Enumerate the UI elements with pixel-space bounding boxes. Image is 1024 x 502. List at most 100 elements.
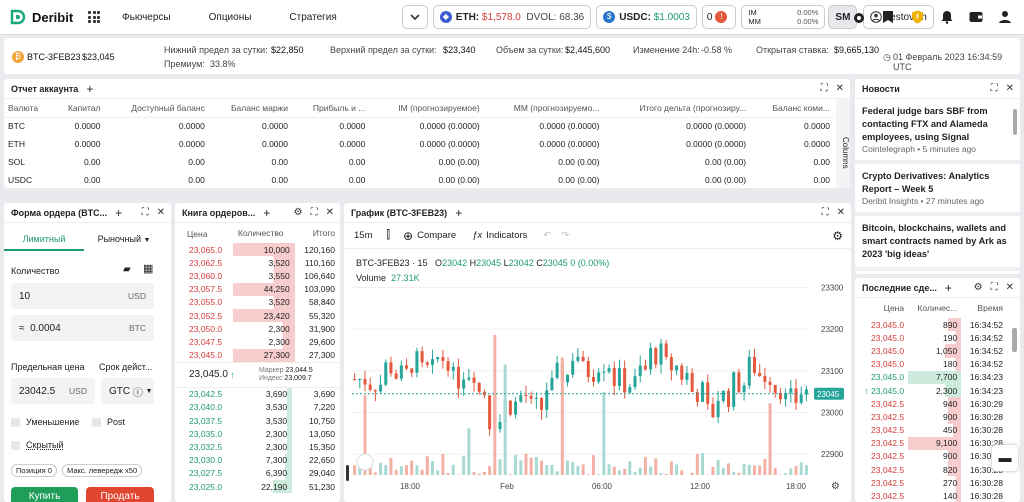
orderbook-row[interactable]: 23,060.0 3,550 106,640 xyxy=(175,269,340,283)
ob-price: 23,050.0 xyxy=(189,323,223,334)
close-icon[interactable]: ✕ xyxy=(835,83,844,94)
sm-button[interactable]: SM xyxy=(828,5,858,29)
btc-quantity-input[interactable]: ≈ 0.0004 BTC xyxy=(11,315,154,341)
account-col-header[interactable]: Валюта xyxy=(4,99,53,118)
margin-pill[interactable]: IM 0.00% MM 0.00% xyxy=(741,5,826,29)
instrument-dropdown[interactable] xyxy=(401,5,428,29)
indicators-button[interactable]: Indicators xyxy=(486,230,528,241)
orderbook-row[interactable]: 23,035.0 2,300 13,050 xyxy=(175,427,340,441)
account-col-header[interactable]: Доступный баланс xyxy=(104,99,209,118)
undo-icon[interactable]: ↶ xyxy=(543,230,552,241)
quantity-input[interactable]: 10 USD xyxy=(11,283,154,309)
candles-icon[interactable]: ⫿ xyxy=(386,229,391,241)
news-scrollbar[interactable] xyxy=(1013,109,1017,135)
redo-icon[interactable]: ↷ xyxy=(561,230,570,241)
orderbook-row[interactable]: 23,040.0 3,530 7,220 xyxy=(175,400,340,415)
orderbook-row[interactable]: 23,045.0 27,300 27,300 xyxy=(175,348,340,362)
expand-icon[interactable]: ⛶ xyxy=(990,282,998,293)
account-col-header[interactable]: Прибыль и ... xyxy=(291,99,370,118)
expand-icon[interactable]: ⛶ xyxy=(820,83,828,94)
orderbook-row[interactable]: 23,052.5 23,420 55,320 xyxy=(175,308,340,323)
ticker-instrument[interactable]: BTC-3FEB23 xyxy=(27,52,81,62)
tif-select[interactable]: GTC ⓘ ▼ xyxy=(101,378,154,404)
account-col-header[interactable]: IM (прогнозируемое) xyxy=(369,99,484,118)
add-tab-icon[interactable]: + xyxy=(944,280,952,295)
expand-icon[interactable]: ⛶ xyxy=(141,207,149,218)
orderbook-row[interactable]: 23,055.0 3,520 58,840 xyxy=(175,295,340,309)
add-tab-icon[interactable]: + xyxy=(455,205,463,220)
news-item[interactable]: Crypto Derivatives: Analytics Report – W… xyxy=(855,164,1020,216)
expand-icon[interactable]: ⛶ xyxy=(821,207,829,218)
nav-strategy[interactable]: Стратегия xyxy=(289,11,337,23)
close-icon[interactable]: ✕ xyxy=(1005,83,1014,94)
account-col-header[interactable]: Баланс коми... xyxy=(750,99,834,118)
compare-icon[interactable]: ⊕ xyxy=(403,228,414,243)
bookmark-icon[interactable] xyxy=(882,10,894,24)
post-only-checkbox[interactable]: Post xyxy=(92,417,125,428)
tab-limit[interactable]: Лимитный xyxy=(4,227,84,251)
ob-col-price[interactable]: Цена xyxy=(187,229,208,239)
compare-button[interactable]: Compare xyxy=(417,230,457,241)
account-col-header[interactable]: Капитал xyxy=(52,99,105,118)
orderbook-row[interactable]: 23,047.5 2,300 29,600 xyxy=(175,335,340,349)
sell-button[interactable]: Продать xyxy=(86,487,154,502)
close-icon[interactable]: ✕ xyxy=(325,207,334,218)
usdc-price-pill[interactable]: $ USDC: $1.0003 xyxy=(596,5,697,29)
shield-warning-icon[interactable] xyxy=(911,10,924,24)
settings-gear-icon[interactable]: ⚙ xyxy=(973,282,983,293)
trades-scrollbar[interactable] xyxy=(1012,328,1017,352)
calculator-icon[interactable]: ▦ xyxy=(143,263,154,275)
orderbook-row[interactable]: 23,050.0 2,300 31,900 xyxy=(175,322,340,336)
orderbook-row[interactable]: 23,032.5 2,300 15,350 xyxy=(175,440,340,454)
reduce-only-checkbox[interactable]: Уменьшение xyxy=(11,417,79,428)
orderbook-row[interactable]: 23,065.0 10,000 120,160 xyxy=(175,243,340,257)
orderbook-row[interactable]: 23,062.5 3,520 110,160 xyxy=(175,256,340,270)
eth-price-pill[interactable]: ◆ ETH: $1,578.0 DVOL: 68.36 xyxy=(432,5,592,29)
expand-icon[interactable]: ⛶ xyxy=(990,83,998,94)
chat-button[interactable]: ▬ xyxy=(992,445,1018,471)
bell-icon[interactable] xyxy=(941,10,953,24)
nav-futures[interactable]: Фьючерсы xyxy=(122,11,171,23)
apps-grid-icon[interactable] xyxy=(88,11,100,23)
nav-options[interactable]: Опционы xyxy=(208,11,252,23)
columns-tab[interactable]: Columns xyxy=(836,99,850,188)
limit-price-input[interactable]: 23042.5 USD xyxy=(11,378,95,404)
interval-button[interactable]: 15m xyxy=(354,230,373,241)
tab-market[interactable]: Рыночный ▼ xyxy=(84,227,164,251)
indicators-icon[interactable]: ƒx xyxy=(472,230,483,241)
settings-gear-icon[interactable]: ⚙ xyxy=(293,207,303,218)
orderbook-row[interactable]: 23,042.5 3,690 3,690 xyxy=(175,387,340,401)
account-cell: 0.0000 xyxy=(178,139,205,149)
account-col-header[interactable]: Итого дельта (прогнозиру... xyxy=(603,99,751,118)
add-tab-icon[interactable]: + xyxy=(115,205,123,220)
account-col-header[interactable]: Баланс маржи xyxy=(208,99,292,118)
orderbook-row[interactable]: 23,027.5 6,390 29,040 xyxy=(175,466,340,480)
close-icon[interactable]: ✕ xyxy=(836,207,845,218)
ob-col-total[interactable]: Итого xyxy=(312,228,335,238)
orderbook-row[interactable]: 23,025.0 22,190 51,230 xyxy=(175,480,340,494)
orderbook-row[interactable]: 23,057.5 44,250 103,090 xyxy=(175,282,340,296)
im-value: 0.00% xyxy=(797,8,819,17)
news-item[interactable]: Federal judge bars SBF from contacting F… xyxy=(855,99,1020,164)
orderbook-row[interactable]: 23,030.0 7,300 22,650 xyxy=(175,453,340,467)
add-tab-icon[interactable]: + xyxy=(86,81,94,96)
orderbook-row[interactable]: 23,037.5 3,530 10,750 xyxy=(175,414,340,428)
news-item[interactable]: Bitcoin, blockchains, wallets and smart … xyxy=(855,216,1020,271)
settings-gear-icon[interactable] xyxy=(852,11,866,25)
wallet-icon[interactable] xyxy=(969,11,983,23)
user-account-icon[interactable] xyxy=(998,10,1012,24)
hidden-checkbox[interactable]: Скрытый xyxy=(11,440,64,451)
ob-col-qty[interactable]: Количество xyxy=(237,228,284,238)
add-tab-icon[interactable]: + xyxy=(263,205,271,220)
close-icon[interactable]: ✕ xyxy=(1005,282,1014,293)
notification-pill[interactable]: 0 ! xyxy=(701,5,737,29)
expand-icon[interactable]: ⛶ xyxy=(310,207,318,218)
price-chart[interactable]: 23300 23200 23100 23000 22900 23045 18:00 Feb 06… xyxy=(344,275,851,502)
chart-settings-icon[interactable]: ⚙ xyxy=(832,228,843,243)
close-icon[interactable]: ✕ xyxy=(156,207,165,218)
chat-icon[interactable]: ▰ xyxy=(123,264,131,275)
account-col-header[interactable]: MM (прогнозируемо... xyxy=(483,99,604,118)
buy-button[interactable]: Купить xyxy=(11,487,78,502)
deribit-logo[interactable]: Deribit xyxy=(10,9,80,25)
user-menu[interactable]: testovich xyxy=(863,5,934,29)
